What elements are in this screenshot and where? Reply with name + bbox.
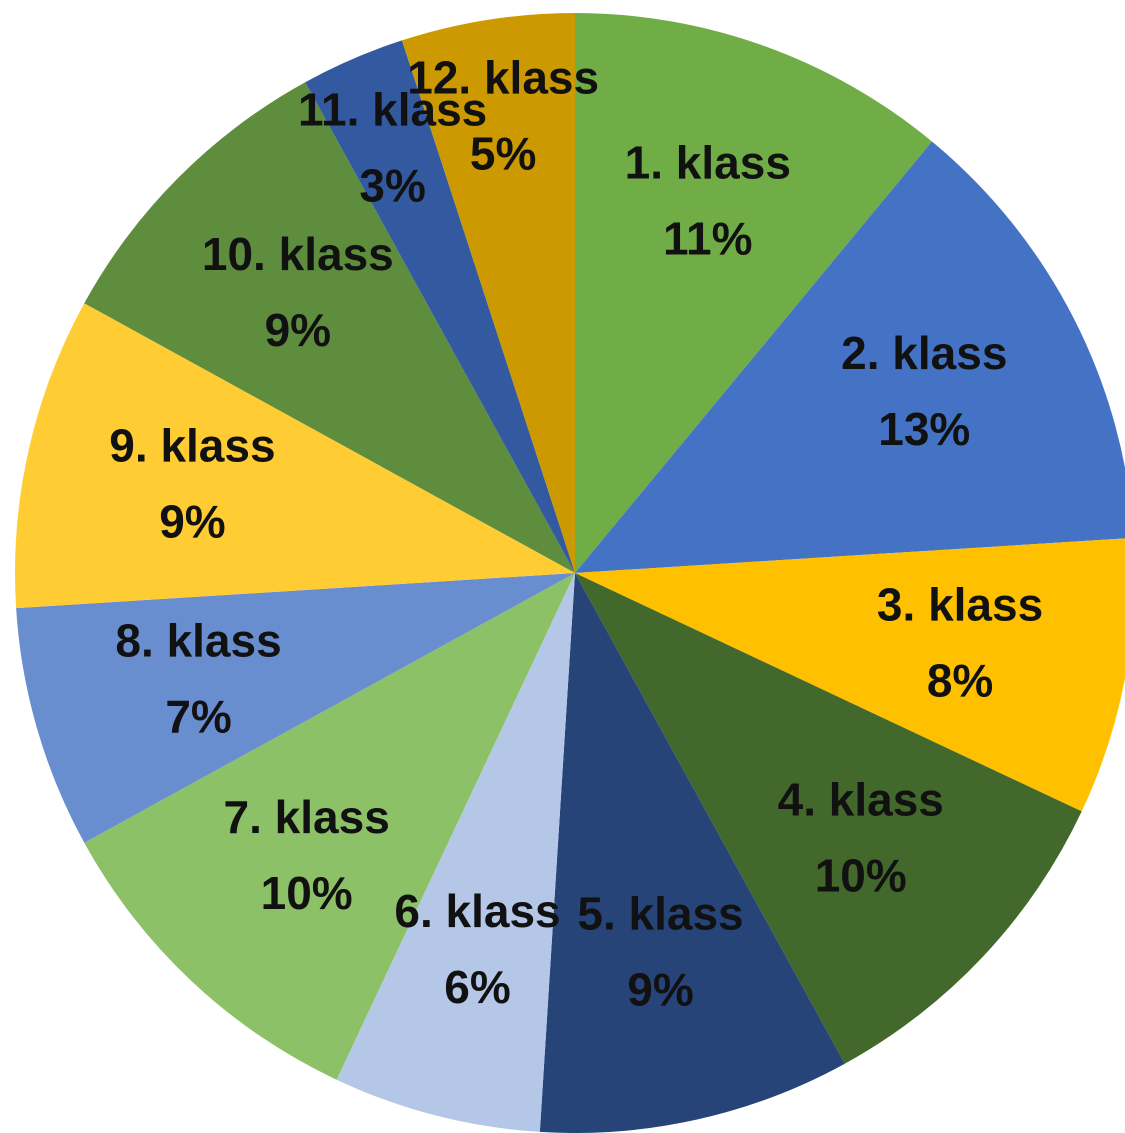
slice-label: 10. klass <box>202 228 394 280</box>
slice-label: 11. klass <box>298 84 487 136</box>
slice-label: 7. klass <box>224 791 390 843</box>
slice-label: 1. klass <box>625 136 791 188</box>
pie-slice <box>575 538 1125 812</box>
pie-slice <box>575 141 1125 573</box>
pie-slice <box>539 573 845 1133</box>
slice-value: 3% <box>359 160 425 212</box>
slice-value: 10% <box>261 867 353 919</box>
slice-value: 10% <box>815 849 907 901</box>
slice-label: 8. klass <box>115 615 281 667</box>
slice-value: 8% <box>927 655 993 707</box>
slice-value: 6% <box>444 961 510 1013</box>
slice-value: 5% <box>470 128 536 180</box>
slice-value: 13% <box>878 403 970 455</box>
pie-slice <box>16 573 575 843</box>
pie-slice <box>84 573 576 1080</box>
pie-slice <box>305 40 575 574</box>
pie-slice <box>401 13 575 573</box>
slice-label: 2. klass <box>841 327 1007 379</box>
slice-label: 4. klass <box>778 773 944 825</box>
slice-value: 7% <box>165 691 231 743</box>
slice-value: 9% <box>627 964 693 1016</box>
pie-slice <box>336 573 575 1132</box>
slice-label: 5. klass <box>577 888 743 940</box>
slice-value: 9% <box>265 304 331 356</box>
pie-slice <box>575 573 1082 1064</box>
slice-value: 11% <box>663 212 753 264</box>
pie-slice <box>575 13 932 573</box>
pie-slice <box>15 303 576 609</box>
slice-label: 3. klass <box>877 579 1043 631</box>
pie-slice <box>84 82 576 574</box>
slice-value: 9% <box>159 496 225 548</box>
slice-label: 9. klass <box>109 420 275 472</box>
slice-label: 6. klass <box>394 885 560 937</box>
slice-label: 12. klass <box>407 52 599 104</box>
